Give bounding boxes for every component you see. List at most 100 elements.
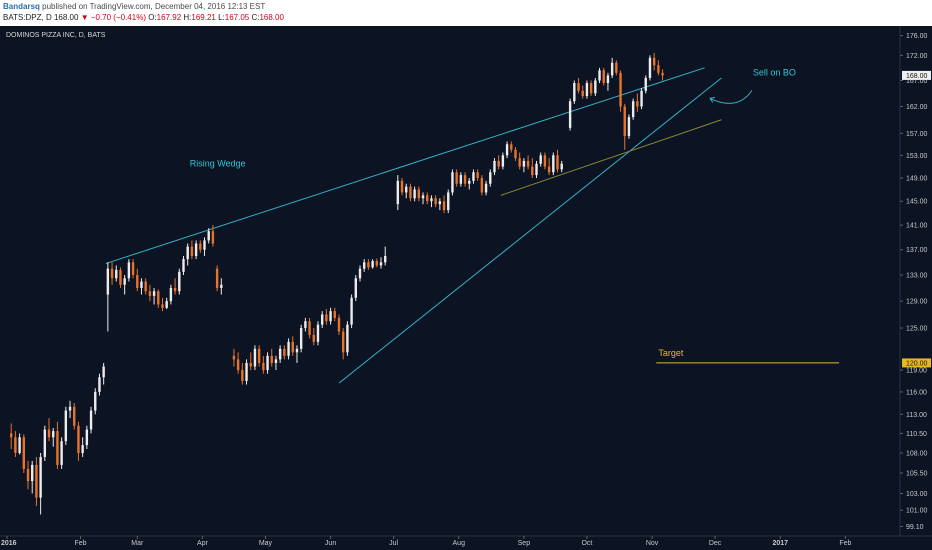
- candle[interactable]: [232, 348, 236, 367]
- candle[interactable]: [510, 141, 513, 153]
- candle[interactable]: [241, 362, 244, 385]
- candle[interactable]: [26, 460, 30, 490]
- candle[interactable]: [497, 155, 500, 170]
- candle[interactable]: [657, 60, 660, 76]
- candle[interactable]: [102, 362, 105, 385]
- price-axis[interactable]: 99.10 101.00 103.00 105.50 108.00 110.50 113.0…: [900, 33, 931, 531]
- candle[interactable]: [85, 425, 89, 450]
- candle[interactable]: [409, 183, 412, 202]
- time-axis[interactable]: 2016 Feb Mar Apr May Jun Jul Aug Sep Oct Nov Dec 201…: [1, 536, 852, 547]
- candle[interactable]: [615, 60, 618, 76]
- candle[interactable]: [405, 183, 408, 199]
- candle[interactable]: [585, 80, 589, 99]
- candle[interactable]: [631, 98, 635, 120]
- candle[interactable]: [480, 175, 484, 196]
- candle[interactable]: [501, 152, 505, 170]
- candle[interactable]: [220, 278, 223, 295]
- candle[interactable]: [131, 259, 135, 279]
- candle[interactable]: [640, 88, 643, 110]
- candle[interactable]: [623, 103, 626, 150]
- candle[interactable]: [594, 77, 597, 97]
- candle[interactable]: [413, 186, 416, 202]
- candle[interactable]: [568, 98, 572, 131]
- candle[interactable]: [140, 278, 143, 295]
- candle[interactable]: [253, 345, 257, 371]
- candle[interactable]: [636, 93, 639, 112]
- candle[interactable]: [619, 70, 622, 112]
- candle[interactable]: [35, 456, 38, 507]
- candle[interactable]: [43, 425, 47, 461]
- candle[interactable]: [236, 352, 240, 374]
- candle[interactable]: [531, 158, 534, 178]
- candle[interactable]: [257, 345, 261, 367]
- candle[interactable]: [144, 278, 147, 295]
- candle[interactable]: [379, 257, 383, 269]
- candle[interactable]: [165, 297, 168, 310]
- candle[interactable]: [295, 345, 299, 363]
- candle[interactable]: [589, 80, 593, 97]
- candle[interactable]: [312, 328, 315, 346]
- candle[interactable]: [245, 359, 248, 385]
- candle[interactable]: [274, 355, 278, 371]
- candle[interactable]: [203, 237, 206, 256]
- candle[interactable]: [430, 195, 433, 208]
- candle[interactable]: [493, 158, 496, 176]
- candle[interactable]: [148, 284, 152, 302]
- candle[interactable]: [278, 345, 282, 363]
- candle[interactable]: [627, 114, 631, 139]
- candle[interactable]: [598, 67, 601, 84]
- candle[interactable]: [152, 287, 156, 305]
- candle[interactable]: [127, 259, 131, 282]
- candle[interactable]: [455, 169, 458, 187]
- rising-wedge-lower[interactable]: [338, 77, 722, 384]
- candle[interactable]: [308, 317, 311, 339]
- candle[interactable]: [463, 172, 467, 187]
- rising-wedge-upper[interactable]: [105, 67, 705, 265]
- candle[interactable]: [299, 324, 303, 353]
- candle[interactable]: [560, 160, 563, 173]
- candle[interactable]: [22, 434, 26, 473]
- candle[interactable]: [573, 80, 576, 104]
- candle[interactable]: [346, 321, 349, 356]
- candle[interactable]: [472, 169, 475, 184]
- candle[interactable]: [363, 259, 366, 272]
- candle[interactable]: [375, 258, 379, 268]
- candle[interactable]: [211, 225, 215, 247]
- candle[interactable]: [459, 172, 463, 187]
- candle[interactable]: [514, 146, 517, 161]
- author-link[interactable]: Bandarsq: [3, 2, 40, 11]
- candle[interactable]: [522, 158, 526, 173]
- candle[interactable]: [484, 180, 488, 196]
- candle[interactable]: [106, 262, 110, 332]
- candle[interactable]: [535, 160, 538, 178]
- candle[interactable]: [270, 348, 273, 367]
- candle[interactable]: [341, 328, 345, 360]
- candle[interactable]: [10, 423, 13, 450]
- candle[interactable]: [447, 189, 450, 214]
- candle[interactable]: [119, 267, 122, 288]
- candle[interactable]: [325, 309, 328, 325]
- candle[interactable]: [396, 175, 400, 211]
- candle[interactable]: [354, 275, 357, 302]
- candle[interactable]: [489, 169, 492, 187]
- candle[interactable]: [173, 278, 177, 295]
- candle[interactable]: [648, 55, 652, 81]
- candle[interactable]: [77, 421, 80, 461]
- candle[interactable]: [18, 433, 21, 455]
- candle[interactable]: [581, 85, 584, 99]
- candle[interactable]: [60, 437, 63, 469]
- candle[interactable]: [266, 352, 269, 374]
- candle[interactable]: [190, 240, 194, 260]
- candle[interactable]: [123, 275, 126, 295]
- candle[interactable]: [367, 259, 370, 270]
- candle[interactable]: [610, 57, 614, 78]
- candle[interactable]: [262, 355, 265, 374]
- candle[interactable]: [350, 294, 353, 329]
- candle[interactable]: [199, 240, 202, 253]
- candle[interactable]: [644, 75, 647, 94]
- candle[interactable]: [547, 158, 551, 176]
- candle[interactable]: [606, 72, 610, 91]
- candle[interactable]: [652, 52, 656, 71]
- candle[interactable]: [52, 428, 55, 447]
- candle[interactable]: [249, 352, 252, 371]
